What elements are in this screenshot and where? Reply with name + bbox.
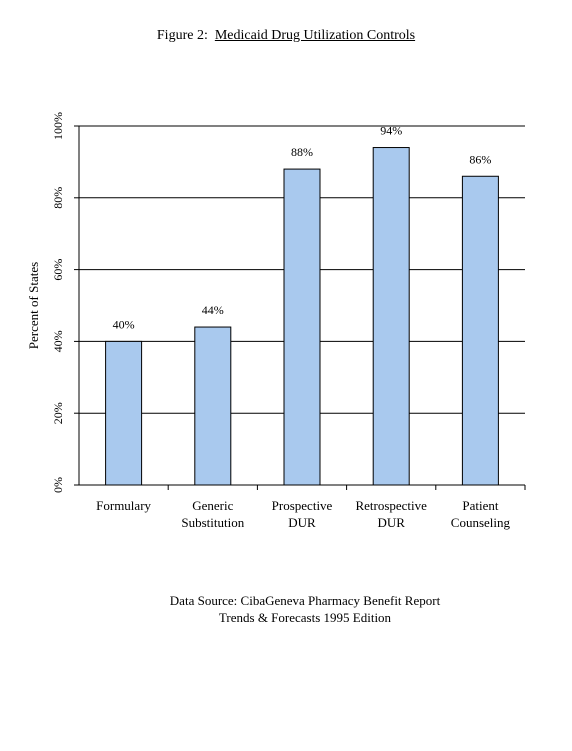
- y-tick-label: 60%: [51, 259, 65, 281]
- y-tick-label: 100%: [51, 112, 65, 140]
- bar: [105, 340, 143, 486]
- bar: [194, 326, 232, 486]
- data-label: 44%: [202, 303, 224, 317]
- y-tick-label: 80%: [51, 187, 65, 209]
- data-label: 94%: [380, 124, 402, 138]
- y-tick-label: 40%: [51, 330, 65, 352]
- data-source-line-2: Trends & Forecasts 1995 Edition: [218, 610, 392, 625]
- x-tick-label: Patient: [462, 498, 498, 513]
- x-tick-label: Counseling: [451, 515, 511, 530]
- y-tick-label: 20%: [51, 402, 65, 424]
- data-label: 88%: [291, 145, 313, 159]
- figure-title-text: Medicaid Drug Utilization Controls: [214, 28, 416, 43]
- bar: [372, 147, 410, 486]
- bar: [461, 175, 499, 486]
- data-source: Data Source: CibaGeneva Pharmacy Benefit…: [0, 592, 572, 626]
- data-label: 86%: [469, 152, 491, 166]
- bar: [283, 168, 321, 486]
- figure-label: Figure 2:: [156, 28, 208, 43]
- figure-title: Figure 2: Medicaid Drug Utilization Cont…: [0, 28, 572, 44]
- x-tick-label: DUR: [377, 515, 405, 530]
- data-source-line-1: Data Source: CibaGeneva Pharmacy Benefit…: [169, 593, 441, 608]
- y-axis-title: Percent of States: [26, 262, 41, 349]
- x-tick-label: Formulary: [96, 498, 151, 513]
- data-label: 40%: [113, 317, 135, 331]
- x-tick-label: DUR: [288, 515, 316, 530]
- x-tick-label: Substitution: [181, 515, 244, 530]
- x-tick-label: Retrospective: [355, 498, 427, 513]
- y-tick-label: 0%: [51, 477, 65, 493]
- x-tick-label: Generic: [192, 498, 233, 513]
- bar-chart: 0% 20% 40% 60% 80% 100% Percent of States 40% Fo…: [26, 112, 526, 530]
- x-tick-label: Prospective: [272, 498, 333, 513]
